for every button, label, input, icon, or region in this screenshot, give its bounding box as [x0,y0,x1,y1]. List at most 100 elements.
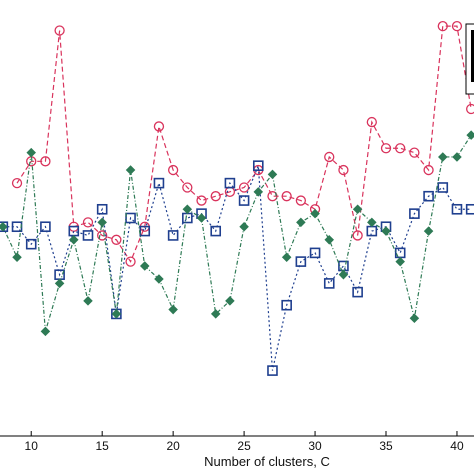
series-1-point-c19 [153,121,165,132]
series-1-point-c27 [267,191,278,202]
series-2-point-c33 [352,286,363,298]
series-3-point-c17 [125,165,136,175]
series-2-point-c31 [323,278,335,289]
series-1-point-c16 [111,234,122,245]
series-3-point-c23 [210,309,221,319]
series-2-point-c25 [238,195,250,206]
series-1-point-c14 [82,217,94,228]
series-3-point-c19 [154,274,164,284]
series-3 [0,130,474,337]
series-1-point-c34 [366,116,377,128]
series-2-point-c27 [267,365,278,376]
series-1-point-c17 [125,256,136,267]
series-3-point-c29 [296,217,306,228]
series-3-point-c39 [438,152,448,162]
legend-edge-mark [471,30,474,82]
series-3-point-c12 [54,278,65,289]
series-2-point-c14 [82,230,94,241]
series-1-point-c9 [11,177,23,189]
series-3-point-c20 [168,304,178,315]
x-tick-label-10: 10 [25,439,39,453]
series-3-point-c26 [253,187,264,197]
series-1-point-c37 [409,147,420,158]
series-1-point-c25 [238,182,250,193]
series-2-point-c15 [96,203,108,215]
series-1-point-c21 [182,182,193,193]
x-tick-label-30: 30 [308,439,322,453]
series-2-point-c37 [409,208,420,219]
series-2-point-c17 [125,212,136,224]
x-tick-label-40: 40 [450,439,464,453]
series-1-point-c40 [451,21,463,32]
x-tick-label-25: 25 [237,439,251,453]
series-2-point-c40 [451,203,463,215]
series-3-point-c32 [338,269,349,280]
series-1-point-c12 [54,25,65,36]
series-1-point-c15 [97,230,108,241]
series-1-point-c29 [295,195,307,206]
series-1-point-c32 [338,164,349,176]
series-3-point-c16 [111,309,122,319]
series-2-point-c24 [224,177,236,189]
series-2-point-c29 [295,256,307,267]
series-1-point-c22 [196,195,207,206]
series-3-line [2,134,472,332]
series-2-point-c20 [167,230,179,241]
axis-layer: 10 15 20 25 30 35 40 [0,431,474,453]
series-1-point-c28 [281,191,292,202]
series-2-point-c39 [437,182,449,193]
series-1-point-c38 [423,164,434,176]
series-3-point-c35 [381,226,391,236]
series-2-point-c10 [25,238,37,250]
series-1-point-c11 [40,156,51,167]
x-axis-label: Number of clusters, C [204,454,330,469]
series-3-point-c14 [83,296,93,306]
series-3-point-c31 [324,235,335,245]
series-3-point-c34 [367,217,377,228]
series-1-point-c35 [380,143,392,154]
series-3-point-c21 [182,204,193,215]
series-2-point-c30 [309,247,321,259]
series-2-point-c19 [153,177,165,189]
series-3-point-c30 [310,208,320,219]
series-layer [0,21,474,376]
series-3-point-c25 [239,221,249,232]
series-3-point-c33 [352,204,363,215]
series-2-point-c41 [465,203,474,215]
series-3-point-c13 [69,235,79,245]
series-1-point-c39 [437,21,448,32]
series-2-point-c23 [210,225,222,237]
series-3-point-c9 [12,252,22,263]
series-2-point-c28 [281,299,292,311]
series-1-point-c33 [352,230,363,241]
series-3-point-c37 [409,313,420,324]
series-1-point-c20 [167,164,179,176]
series-2-point-c26 [252,160,264,171]
series-2-point-c18 [139,225,151,237]
series-1-point-c41 [466,103,474,115]
series-3-point-c36 [395,256,405,267]
x-tick-label-15: 15 [95,439,109,453]
series-3-point-c11 [40,326,51,337]
series-3-point-c18 [139,261,150,271]
series-3-point-c10 [26,147,36,158]
series-3-point-c28 [281,252,292,263]
series-1-point-c31 [324,151,335,163]
series-3-point-c27 [267,169,278,180]
series-2-line [2,165,472,371]
series-1-point-c36 [395,143,406,154]
series-3-point-c24 [225,296,235,306]
series-3-point-c38 [423,226,434,236]
series-1-point-c23 [210,191,221,202]
series-2-point-c11 [40,221,51,233]
legend-box-fragment [465,23,474,95]
x-tick-label-20: 20 [166,439,180,453]
series-1 [11,21,474,267]
series-3-point-c15 [97,217,107,228]
series-3-point-c22 [196,213,207,223]
series-2-point-c38 [423,190,434,202]
x-tick-label-35: 35 [379,439,393,453]
series-3-point-c40 [452,152,462,162]
